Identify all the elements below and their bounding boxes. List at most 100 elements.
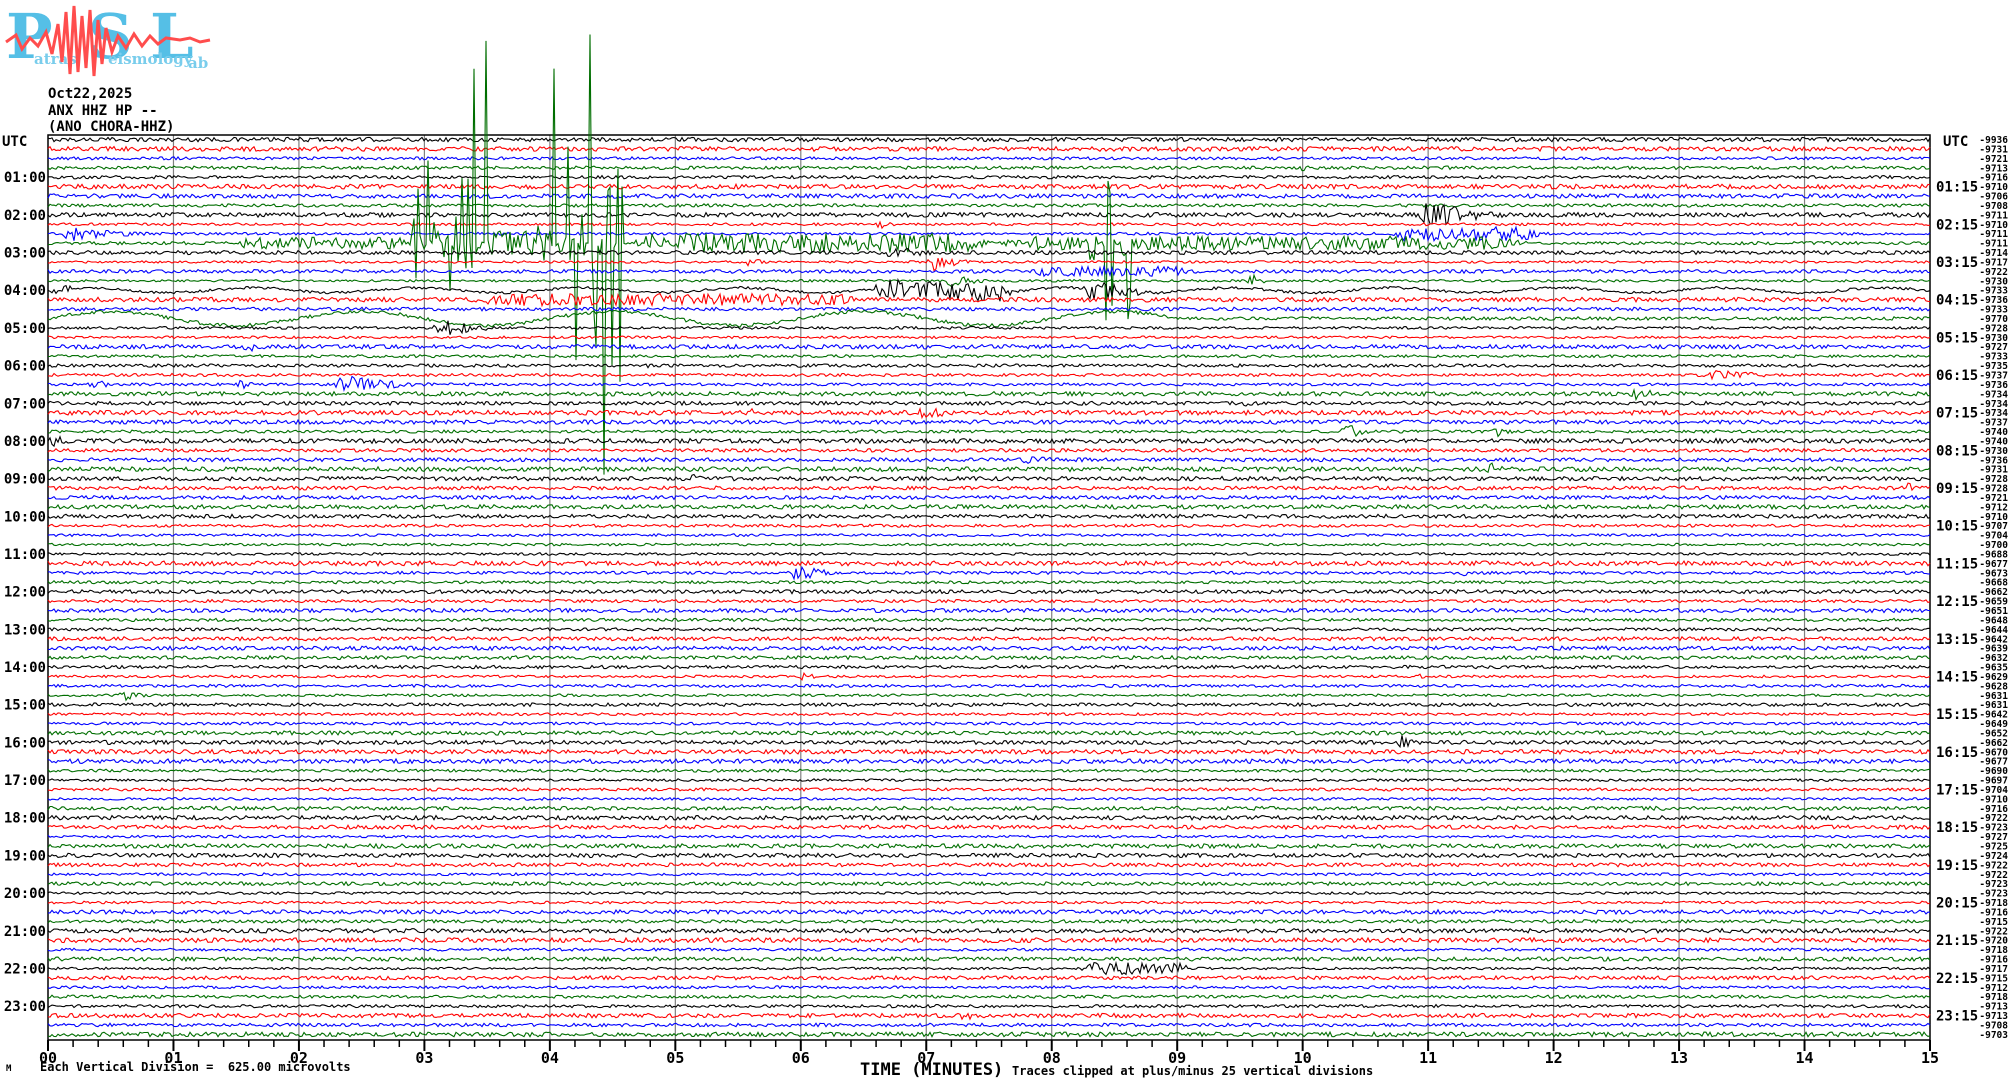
seismic-trace-green	[47, 542, 1931, 547]
seismic-trace-blue	[47, 494, 1931, 501]
seismic-trace-black	[47, 247, 1931, 258]
left-hour-label: 08:00	[4, 434, 46, 450]
seismic-trace-red	[47, 523, 1930, 529]
trace-offset-value: -9710	[1979, 512, 2008, 523]
trace-offset-value: -9736	[1979, 295, 2008, 306]
right-hour-label: 12:15	[1936, 594, 1978, 610]
seismic-trace-green	[47, 34, 1931, 475]
left-hour-label: 10:00	[4, 509, 46, 525]
seismic-trace-black	[47, 735, 1931, 749]
seismic-trace-red	[47, 824, 1931, 831]
seismic-trace-green	[47, 918, 1931, 925]
seismic-trace-green	[47, 842, 1931, 850]
seismic-trace-black	[47, 136, 1931, 143]
seismic-trace-blue	[47, 533, 1931, 538]
right-hour-label: 04:15	[1936, 293, 1978, 309]
trace-offset-value: -9735	[1979, 361, 2008, 372]
logo-word-eismology: eismology	[108, 50, 193, 68]
trace-offset-value: -9722	[1979, 267, 2008, 278]
right-hour-label: 16:15	[1936, 745, 1978, 761]
right-hour-label: 23:15	[1936, 1009, 1978, 1025]
trace-offset-value: -9710	[1979, 182, 2008, 193]
trace-offset-value: -9717	[1979, 964, 2008, 975]
seismic-trace-green	[47, 309, 1931, 328]
seismic-trace-red	[47, 145, 1931, 153]
left-hour-label: 02:00	[4, 208, 46, 224]
trace-offset-value: -9728	[1979, 484, 2008, 495]
seismic-trace-green	[47, 654, 1931, 661]
seismic-trace-black	[47, 777, 1931, 783]
seismic-trace-red	[47, 712, 1931, 717]
left-hour-label: 22:00	[4, 961, 46, 977]
seismic-trace-black	[47, 627, 1931, 632]
seismic-trace-blue	[47, 456, 1931, 464]
right-hour-label: 15:15	[1936, 707, 1978, 723]
trace-offset-value: -9737	[1979, 371, 2008, 382]
seismic-trace-blue	[47, 834, 1931, 839]
seismic-trace-red	[47, 220, 1931, 230]
trace-offset-value: -9713	[1979, 1011, 2008, 1022]
header-station-paren: (ANO CHORA-HHZ)	[48, 119, 175, 135]
seismic-trace-green	[47, 1030, 1931, 1038]
seismic-trace-blue	[47, 375, 1931, 393]
seismic-trace-green	[47, 768, 1931, 773]
seismic-trace-blue	[47, 872, 1931, 877]
trace-offset-value: -9730	[1979, 333, 2008, 344]
trace-offset-value: -9723	[1979, 889, 2008, 900]
seismic-trace-red	[47, 748, 1931, 756]
x-tick-label: 06	[792, 1049, 810, 1067]
psl-logo: P S L atras eismology ab	[4, 2, 214, 80]
trace-offset-value: -9712	[1979, 502, 2008, 513]
seismic-trace-black	[47, 203, 1931, 226]
seismic-trace-blue	[47, 343, 1931, 353]
trace-offset-value: -9731	[1979, 144, 2008, 155]
right-hour-label: 13:15	[1936, 632, 1978, 648]
x-tick-label: 14	[1796, 1049, 1814, 1067]
seismic-trace-green	[47, 994, 1931, 1000]
trace-offset-value: -9716	[1979, 804, 2008, 815]
seismic-trace-blue	[47, 683, 1931, 689]
trace-offset-value: -9662	[1979, 587, 2008, 598]
trace-offset-value: -9723	[1979, 823, 2008, 834]
seismic-trace-red	[47, 936, 1931, 944]
left-hour-label: 18:00	[4, 811, 46, 827]
right-hour-label: 10:15	[1936, 519, 1978, 535]
left-hour-label: 16:00	[4, 735, 46, 751]
trace-offset-value: -9632	[1979, 653, 2008, 664]
seismic-trace-black	[47, 960, 1931, 976]
trace-offset-value: -9724	[1979, 851, 2008, 862]
seismic-trace-blue	[47, 796, 1931, 802]
footer-clip-note: Traces clipped at plus/minus 25 vertical…	[1012, 1064, 1374, 1078]
trace-offset-value: -9631	[1979, 691, 2008, 702]
right-hour-label: 05:15	[1936, 330, 1978, 346]
left-hour-label: 23:00	[4, 999, 46, 1015]
left-hour-label: 03:00	[4, 246, 46, 262]
x-tick-label: 01	[164, 1049, 182, 1067]
seismogram-icon	[5, 5, 211, 77]
seismic-trace-black	[47, 702, 1931, 708]
seismic-trace-red	[47, 598, 1931, 604]
seismic-trace-black	[47, 664, 1931, 670]
trace-offset-value: -9718	[1979, 898, 2008, 909]
seismic-trace-red	[47, 182, 1931, 191]
seismic-trace-green	[47, 691, 1931, 702]
x-tick-label: 10	[1294, 1049, 1312, 1067]
trace-offset-value: -9628	[1979, 681, 2008, 692]
right-hour-label: 14:15	[1936, 669, 1978, 685]
seismic-trace-green	[47, 425, 1931, 438]
trace-offset-value: -9718	[1979, 945, 2008, 956]
left-hour-label: 09:00	[4, 472, 46, 488]
seismic-trace-blue	[48, 645, 1931, 652]
seismic-trace-black	[47, 435, 1931, 448]
trace-offset-value: -9710	[1979, 220, 2008, 231]
trace-offset-value: -9728	[1979, 474, 2008, 485]
seismic-trace-blue	[47, 264, 1930, 278]
seismic-trace-green	[47, 503, 1931, 511]
trace-offset-value: -9720	[1979, 936, 2008, 947]
trace-offset-value: -9734	[1979, 389, 2008, 400]
seismic-trace-red	[47, 635, 1931, 642]
trace-offset-value: -9662	[1979, 738, 2008, 749]
trace-offset-value: -9677	[1979, 559, 2008, 570]
seismic-trace-red	[47, 335, 1931, 340]
